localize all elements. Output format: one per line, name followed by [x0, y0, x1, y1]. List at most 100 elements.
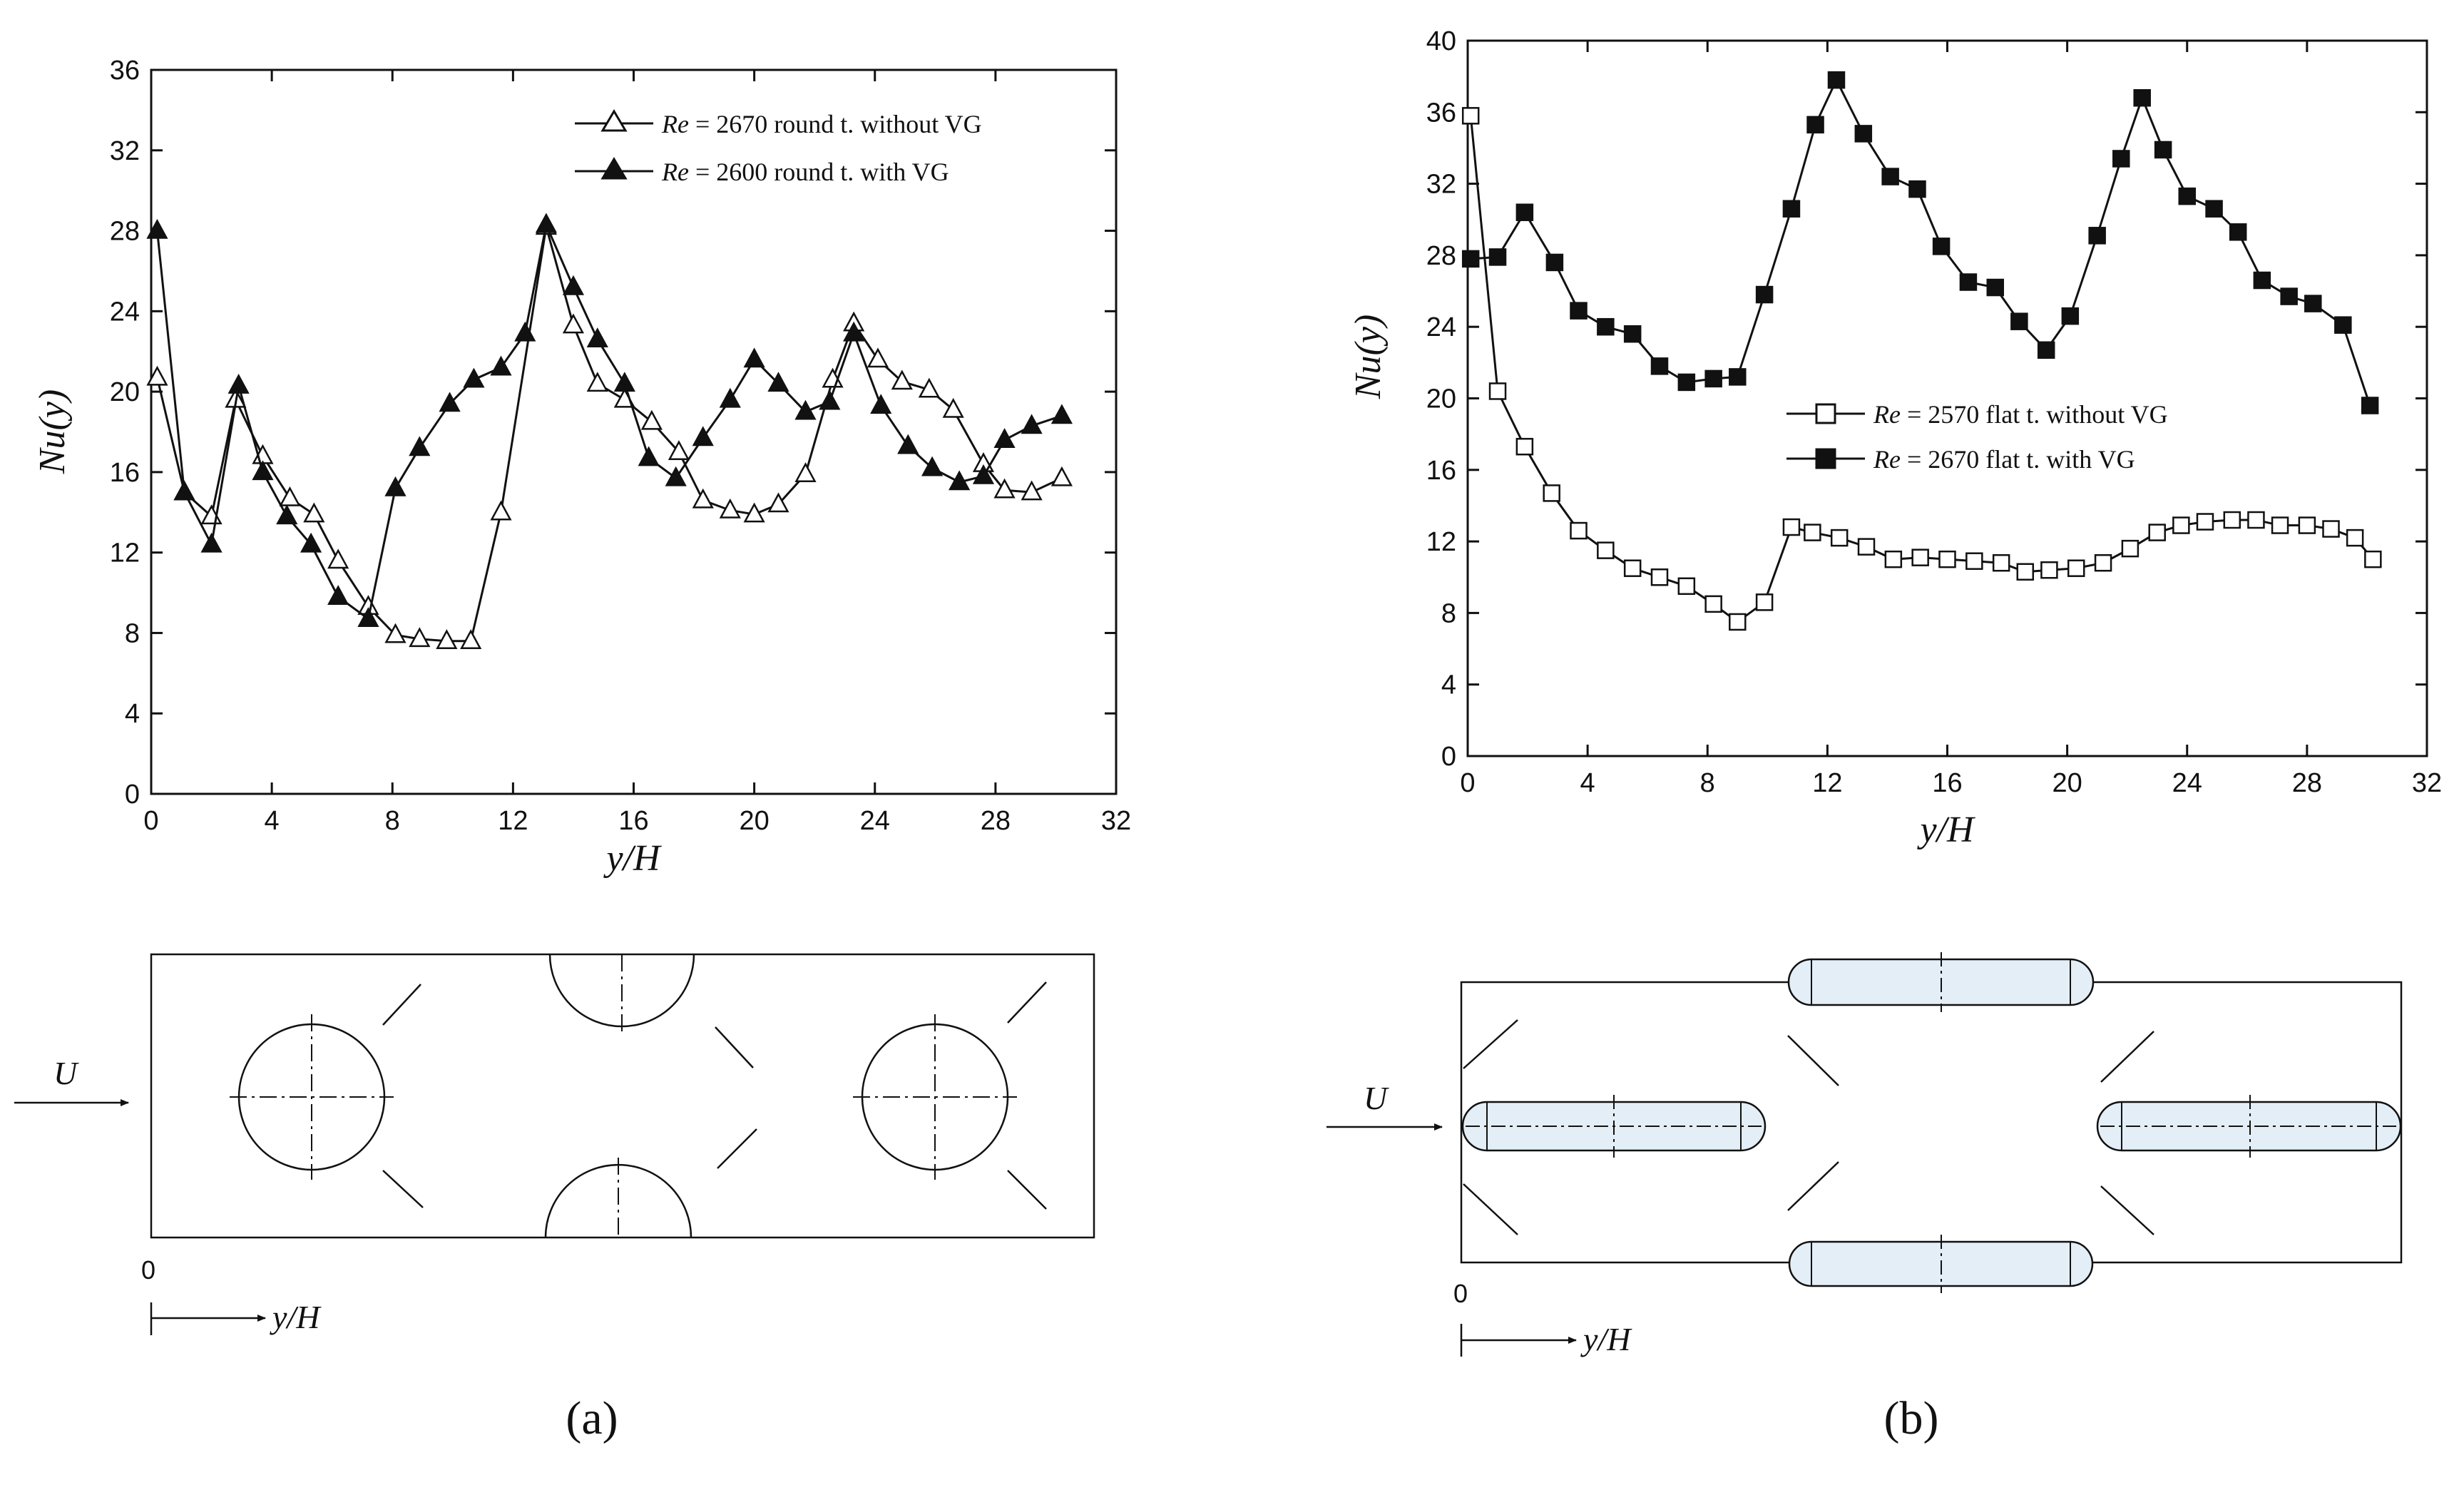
round-with-vg-point	[665, 466, 687, 486]
round-with-vg-point	[794, 399, 817, 420]
chart-a-ticks: 0 4 8 12 16 20 24 28 32 0 4 8 12 16 20 24 28 32 36	[110, 56, 1131, 836]
round-without-vg-point	[640, 409, 663, 430]
diagram-b-vg	[1787, 1161, 1839, 1211]
diagram-b-axis-label: y/H	[1580, 1321, 1632, 1357]
round-without-vg-point	[562, 313, 585, 334]
flat-without-vg-point	[1677, 577, 1696, 596]
flat-without-vg-point	[1650, 568, 1669, 586]
flat-with-vg-point	[2037, 341, 2055, 359]
round-with-vg-point	[173, 480, 195, 501]
legend-b1-label: Re = 2570 flat t. without VG	[1873, 400, 2168, 429]
flat-without-vg-point	[1965, 552, 1983, 570]
chart-a-ytick-label: 4	[125, 699, 140, 729]
diagram-a-flow-label: U	[53, 1055, 79, 1091]
round-with-vg-point	[949, 470, 971, 491]
flat-with-vg-point	[1854, 125, 1873, 143]
diagram-b-vg	[1787, 1035, 1839, 1086]
diagram-a-vg	[382, 984, 421, 1026]
diagram-a-vg	[1007, 981, 1047, 1024]
diagram-a-vg	[382, 1170, 424, 1208]
round-with-vg-point	[276, 504, 298, 525]
round-without-vg-point	[719, 498, 741, 519]
flat-without-vg-point	[1488, 382, 1507, 400]
round-without-vg-point	[303, 502, 325, 523]
flat-without-vg-point	[1884, 550, 1903, 568]
round-with-vg-point	[463, 367, 485, 388]
flat-without-vg-point	[1515, 437, 1534, 456]
flat-with-vg-point	[1881, 168, 1899, 185]
diagram-b-vg	[2100, 1031, 2154, 1083]
chart-a-ytick-label: 24	[110, 297, 140, 327]
chart-a-xtick-label: 0	[143, 806, 158, 836]
flat-without-vg-point	[1857, 538, 1876, 556]
flat-without-vg-point	[2172, 516, 2190, 534]
diagram-a-vg	[717, 1128, 757, 1169]
flat-with-vg-point	[1545, 253, 1564, 272]
flat-without-vg-point	[1704, 595, 1722, 613]
round-with-vg-point	[743, 347, 765, 368]
round-with-vg-point	[897, 434, 919, 454]
round-with-vg-point	[719, 387, 741, 408]
round-with-vg-point	[1021, 414, 1043, 434]
flat-without-vg-point	[1597, 541, 1615, 559]
round-with-vg-point	[146, 218, 168, 239]
flat-with-vg-point	[2253, 271, 2271, 290]
diagram-b-origin-label: 0	[1453, 1279, 1468, 1308]
chart-a-ytick-label: 12	[110, 539, 140, 568]
chart-a-xtick-label: 12	[498, 806, 528, 836]
flat-without-vg-point	[2346, 529, 2364, 547]
round-without-vg-point	[1021, 480, 1043, 501]
flat-without-vg-point	[1992, 553, 2010, 572]
round-with-vg-point	[357, 607, 379, 627]
legend-b2-marker	[1815, 448, 1836, 469]
round-without-vg-point	[767, 492, 789, 513]
legend-a2-marker	[600, 157, 628, 180]
flat-with-vg-point	[2112, 150, 2130, 168]
round-without-vg-point	[279, 486, 301, 506]
round-with-vg-point	[613, 372, 635, 392]
diagram-a-origin-label: 0	[141, 1255, 155, 1285]
flat-with-vg-point	[2280, 287, 2298, 305]
flat-without-vg-point	[2271, 516, 2289, 534]
chart-b-xtick-label: 8	[1700, 768, 1715, 798]
chart-b-ytick-label: 8	[1441, 598, 1456, 628]
flat-with-vg-point	[2178, 187, 2196, 205]
flat-without-vg-point	[2148, 524, 2166, 541]
chart-a: 0 4 8 12 16 20 24 28 32 0 4 8 12 16 20 24 28 32 36 y/H Nu(…	[32, 56, 1131, 879]
round-with-vg-point	[993, 428, 1016, 449]
chart-b-xtick-label: 0	[1460, 768, 1475, 798]
round-with-vg-point	[490, 355, 512, 376]
round-without-vg-point	[490, 500, 512, 521]
flat-with-vg-point	[1677, 373, 1696, 392]
legend-a1-label: Re = 2670 round t. without VG	[661, 110, 982, 138]
chart-b-xtick-label: 4	[1580, 768, 1595, 798]
chart-a-legend: Re = 2670 round t. without VG Re = 2600 …	[575, 109, 982, 186]
flat-with-vg-point	[2334, 316, 2352, 334]
diagram-b	[1326, 952, 2403, 1357]
flat-with-vg-point	[2154, 141, 2172, 159]
flat-without-vg-point	[2247, 511, 2265, 529]
round-with-vg-point	[384, 476, 407, 496]
round-without-vg-point	[409, 627, 431, 648]
chart-a-xtick-label: 8	[385, 806, 400, 836]
round-with-vg-point	[327, 585, 349, 605]
round-without-vg-point	[384, 623, 407, 643]
flat-with-vg-point	[1932, 238, 1951, 255]
chart-a-ytick-label: 28	[110, 217, 140, 247]
legend-a2-label: Re = 2600 round t. with VG	[661, 158, 949, 186]
flat-with-vg-point	[1570, 302, 1588, 320]
round-without-vg-point	[1050, 466, 1073, 486]
chart-b-xtick-label: 28	[2292, 768, 2322, 798]
diagram-b-vg	[1463, 1019, 1518, 1069]
flat-with-vg-point	[2133, 88, 2151, 107]
flat-without-vg-point	[2040, 561, 2058, 579]
chart-b-xtick-label: 16	[1932, 768, 1962, 798]
diagram-a-vg	[715, 1026, 754, 1068]
chart-b-ticks: 0 4 8 12 16 20 24 28 32 0 4 8 12 16 20 24 28 32 36 40	[1426, 26, 2442, 798]
chart-b-ytick-label: 28	[1426, 241, 1456, 271]
chart-a-xtick-label: 32	[1101, 806, 1131, 836]
chart-a-xtick-label: 20	[739, 806, 769, 836]
round-with-vg-point	[439, 392, 461, 412]
flat-with-vg-line	[1471, 77, 2371, 407]
chart-a-xtick-label: 24	[860, 806, 890, 836]
